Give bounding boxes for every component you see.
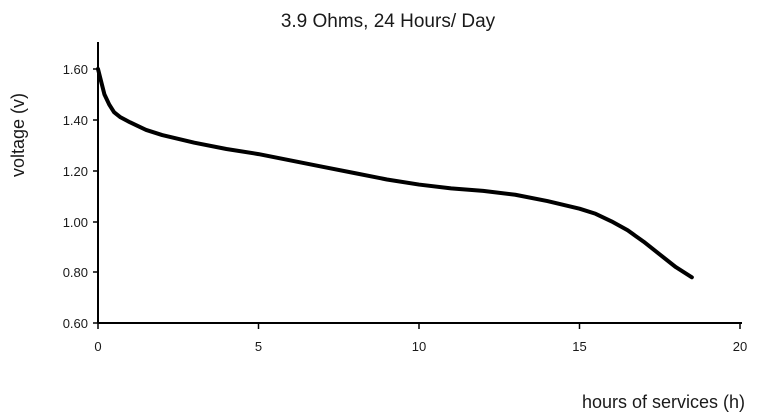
x-tick-label: 20 [733, 339, 747, 354]
tick-labels: 0.60 0.80 1.00 1.20 1.40 1.60 0 5 10 15 20 [63, 62, 748, 354]
y-tick-label: 1.20 [63, 164, 88, 179]
x-tick-label: 5 [255, 339, 262, 354]
y-tick-label: 1.40 [63, 113, 88, 128]
y-axis-label: voltage (v) [8, 93, 28, 177]
series-group [96, 67, 694, 280]
x-tick-label: 15 [572, 339, 586, 354]
chart-title: 3.9 Ohms, 24 Hours/ Day [281, 11, 496, 32]
axes [97, 42, 742, 324]
voltage-series-line [96, 67, 694, 280]
y-tick-label: 0.60 [63, 316, 88, 331]
y-tick-label: 0.80 [63, 265, 88, 280]
x-axis-label: hours of services (h) [582, 392, 745, 412]
tick-marks [93, 68, 741, 329]
x-tick-label: 10 [412, 339, 426, 354]
x-tick-label: 0 [94, 339, 101, 354]
y-tick-label: 1.60 [63, 62, 88, 77]
y-tick-label: 1.00 [63, 215, 88, 230]
